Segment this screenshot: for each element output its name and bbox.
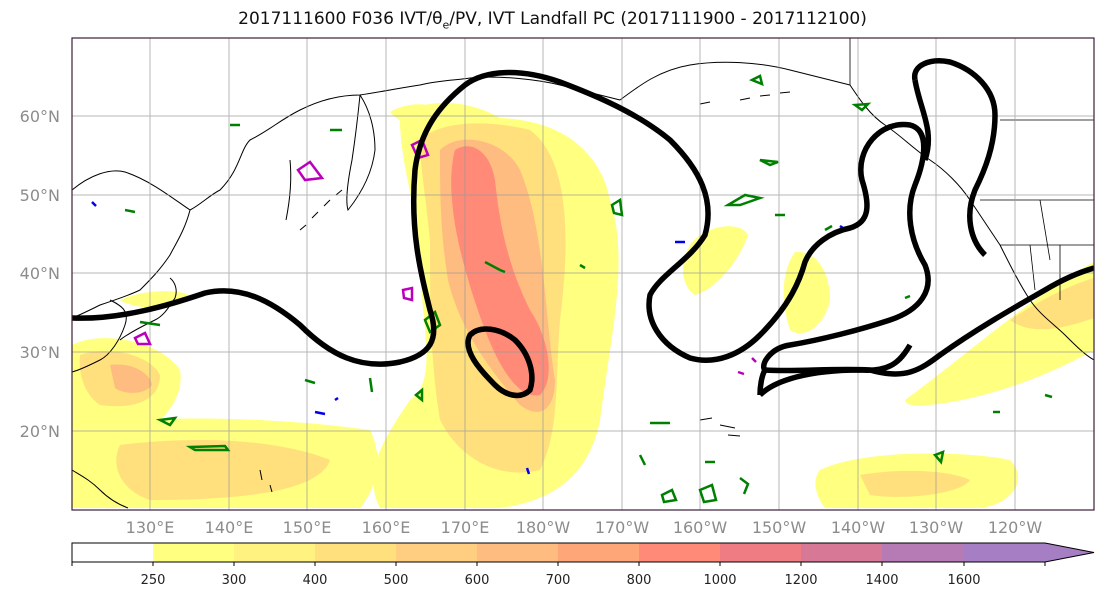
- colorbar: 250 300 400 500 600 700 800 1000 1200 14…: [71, 542, 1095, 588]
- colorbar-cell-5: [477, 543, 558, 562]
- colorbar-label-800: 800: [627, 573, 652, 588]
- colorbar-label-1000: 1000: [703, 573, 736, 588]
- colorbar-frame: [71, 542, 1095, 563]
- lon-label-160w: 160°W: [673, 518, 728, 537]
- lat-label-30n: 30°N: [20, 343, 60, 362]
- colorbar-cell-4: [396, 543, 477, 562]
- colorbar-cell-7: [639, 543, 720, 562]
- figure-title: 2017111600 F036 IVT/θe/PV, IVT Landfall …: [238, 9, 867, 32]
- colorbar-label-300: 300: [222, 573, 247, 588]
- lon-label-170w: 170°W: [595, 518, 650, 537]
- lon-label-160e: 160°E: [362, 518, 411, 537]
- colorbar-cell-2: [234, 543, 315, 562]
- lon-label-140w: 140°W: [831, 518, 886, 537]
- lat-label-60n: 60°N: [20, 107, 60, 126]
- gridlines: [72, 38, 1094, 510]
- lon-label-150w: 150°W: [752, 518, 807, 537]
- colorbar-extend-arrow: [964, 543, 1094, 562]
- lon-label-170e: 170°E: [441, 518, 490, 537]
- lon-label-120w: 120°W: [988, 518, 1043, 537]
- lon-label-130e: 130°E: [126, 518, 175, 537]
- lon-label-140e: 140°E: [205, 518, 254, 537]
- coastlines: [72, 38, 1094, 509]
- colorbar-cell-1: [153, 543, 234, 562]
- colorbar-cell-9: [801, 543, 882, 562]
- map-frame: [71, 37, 1095, 511]
- colorbar-label-250: 250: [141, 573, 166, 588]
- colorbar-label-1600: 1600: [947, 573, 980, 588]
- colorbar-label-1200: 1200: [784, 573, 817, 588]
- lon-label-150e: 150°E: [283, 518, 332, 537]
- lat-label-50n: 50°N: [20, 186, 60, 205]
- colorbar-cell-8: [720, 543, 801, 562]
- colorbar-label-600: 600: [465, 573, 490, 588]
- colorbar-label-700: 700: [546, 573, 571, 588]
- colorbar-cell-3: [315, 543, 396, 562]
- colorbar-cell-0: [72, 543, 153, 562]
- colorbar-label-1400: 1400: [865, 573, 898, 588]
- colorbar-cell-6: [558, 543, 639, 562]
- colorbar-label-400: 400: [303, 573, 328, 588]
- lon-label-130w: 130°W: [909, 518, 964, 537]
- theta-e-contours: [133, 138, 757, 376]
- ivt-pc-contours: [72, 58, 1094, 399]
- colorbar-label-500: 500: [384, 573, 409, 588]
- lon-label-180w: 180°W: [516, 518, 571, 537]
- lat-label-20n: 20°N: [20, 422, 60, 441]
- colorbar-cell-10: [882, 543, 964, 562]
- lat-label-40n: 40°N: [20, 264, 60, 283]
- pv-contours: [124, 74, 1053, 504]
